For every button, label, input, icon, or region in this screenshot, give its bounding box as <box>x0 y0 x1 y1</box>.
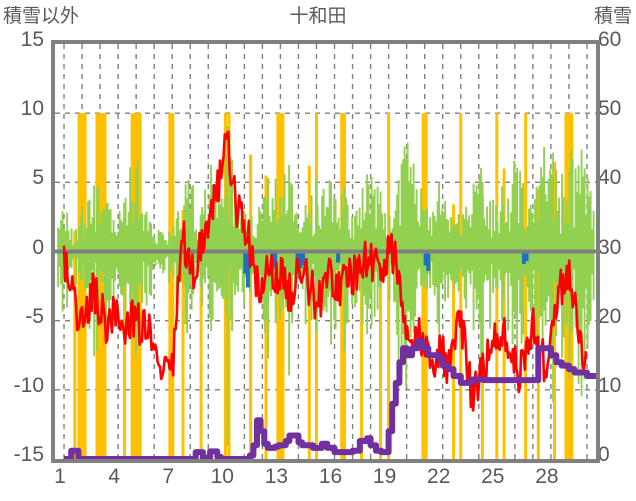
y-tick-left--10: -10 <box>13 373 44 397</box>
plot-area <box>51 40 600 463</box>
x-tick-28: 28 <box>535 465 559 488</box>
snow-depth-line <box>64 338 596 459</box>
temperature-line <box>62 130 588 412</box>
left-axis-unit-label: 積雪以外 <box>3 6 80 27</box>
chart-svg <box>55 44 596 459</box>
plot-canvas <box>55 44 596 459</box>
page-title: 十和田 <box>289 6 347 27</box>
y-tick-left-5: 5 <box>32 166 44 190</box>
x-tick-22: 22 <box>427 465 451 488</box>
y-tick-right-50: 50 <box>598 97 622 121</box>
y-tick-right-0: 0 <box>598 443 610 466</box>
x-tick-4: 4 <box>108 465 120 488</box>
y-tick-left-0: 0 <box>32 235 44 259</box>
y-tick-right-10: 10 <box>598 373 622 397</box>
x-tick-1: 1 <box>54 465 66 488</box>
y-tick-right-20: 20 <box>598 304 622 328</box>
y-tick-left-15: 15 <box>20 28 44 51</box>
x-tick-13: 13 <box>264 465 289 488</box>
y-tick-right-60: 60 <box>598 28 622 51</box>
x-tick-10: 10 <box>210 465 234 488</box>
x-tick-16: 16 <box>318 465 343 488</box>
x-tick-19: 19 <box>372 465 397 488</box>
x-tick-7: 7 <box>162 465 175 488</box>
y-tick-left--5: -5 <box>25 304 44 328</box>
y-tick-left--15: -15 <box>13 443 44 466</box>
gridlines <box>55 44 596 459</box>
right-axis-unit-label: 積雪 <box>593 6 632 27</box>
x-tick-25: 25 <box>481 465 505 488</box>
y-tick-right-30: 30 <box>598 235 622 259</box>
y-tick-right-40: 40 <box>598 166 622 190</box>
y-tick-left-10: 10 <box>20 97 44 121</box>
